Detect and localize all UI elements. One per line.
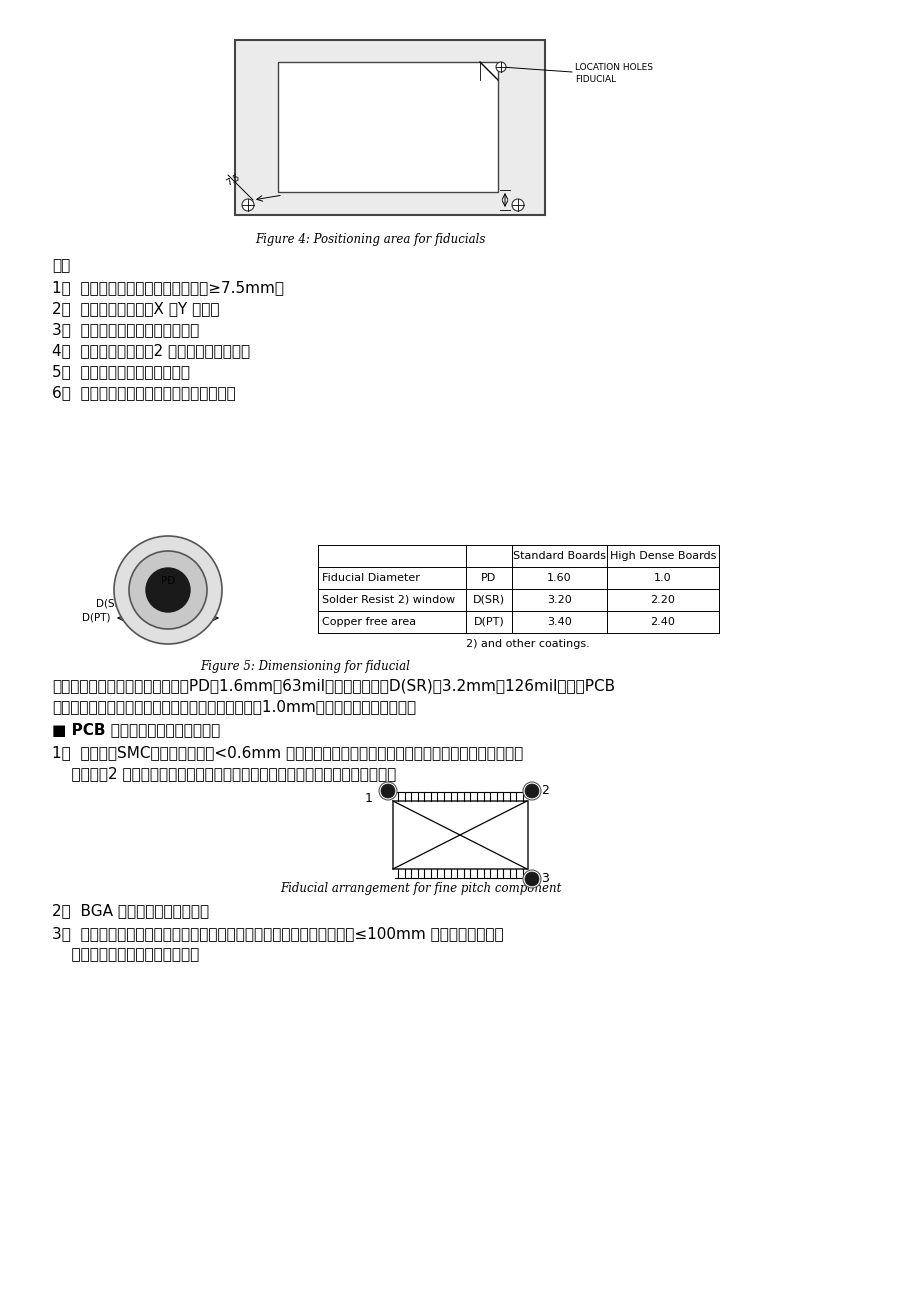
Text: 1.0: 1.0 — [653, 573, 671, 583]
Text: Standard Boards: Standard Boards — [513, 551, 606, 561]
Circle shape — [522, 783, 540, 799]
Bar — [392, 801, 528, 868]
Text: 1）  当元件（SMC）的引脚中心距<0.6mm 时，必须增加参考点，放在元件的拐角处，见下图。参考点: 1） 当元件（SMC）的引脚中心距<0.6mm 时，必须增加参考点，放在元件的拐… — [52, 745, 523, 760]
Text: High Dense Boards: High Dense Boards — [609, 551, 715, 561]
Text: Fiducial Diameter: Fiducial Diameter — [322, 573, 419, 583]
Text: 2: 2 — [540, 785, 549, 798]
Text: LOCATION HOLES: LOCATION HOLES — [574, 62, 652, 72]
Text: 7.5: 7.5 — [224, 172, 241, 187]
Circle shape — [146, 568, 190, 612]
Text: D(SR): D(SR) — [96, 599, 126, 609]
Text: 放置两个公用的参考点，如下图: 放置两个公用的参考点，如下图 — [52, 947, 199, 962]
Circle shape — [522, 870, 540, 888]
Text: PD: PD — [161, 575, 175, 586]
Circle shape — [495, 62, 505, 72]
Text: 3）  光学定位点必须要加上阻焺。: 3） 光学定位点必须要加上阻焺。 — [52, 322, 199, 337]
Text: 1: 1 — [365, 793, 372, 806]
Text: PD: PD — [481, 573, 496, 583]
Text: 3.20: 3.20 — [547, 595, 572, 605]
Text: 3）  在密度很高的板上，并且没有空间放置元件的参考点，那么在长和宽≤100mm 的区域中，可以只: 3） 在密度很高的板上，并且没有空间放置元件的参考点，那么在长和宽≤100mm … — [52, 926, 503, 941]
Text: D(SR): D(SR) — [472, 595, 505, 605]
Text: 的密度和精度要求非常高时，光学定位点焊盘可以为1.0mm，并且焊盘要加上阻焺。: 的密度和精度要求非常高时，光学定位点焊盘可以为1.0mm，并且焊盘要加上阻焺。 — [52, 699, 415, 713]
Text: Copper free area: Copper free area — [322, 617, 415, 628]
Text: Fiducial arrangement for fine pitch component: Fiducial arrangement for fine pitch comp… — [279, 881, 561, 894]
Text: 2.40: 2.40 — [650, 617, 675, 628]
Text: 推荐：通常光学定位点焊盘直径（PD）1.6mm（63mil），阻焺直径（D(SR)）3.2mm（126mil）；当PCB: 推荐：通常光学定位点焊盘直径（PD）1.6mm（63mil），阻焺直径（D(SR… — [52, 678, 615, 693]
Text: 可以只放2 个，参考点应放在对角位置上，在放置完元件后，参考点必须可见。: 可以只放2 个，参考点应放在对角位置上，在放置完元件后，参考点必须可见。 — [52, 766, 396, 781]
Text: 2）  它们必须有相同的X 或Y 坐标。: 2） 它们必须有相同的X 或Y 坐标。 — [52, 301, 220, 316]
Bar — [234, 40, 544, 215]
Text: 1.60: 1.60 — [547, 573, 572, 583]
Text: 2) and other coatings.: 2) and other coatings. — [466, 639, 589, 648]
Circle shape — [512, 199, 524, 211]
Circle shape — [242, 199, 254, 211]
Text: 3: 3 — [540, 872, 549, 885]
Text: D(PT): D(PT) — [83, 613, 111, 622]
Text: 6）  它们是在顶层和底层放置的表面焊盘。: 6） 它们是在顶层和底层放置的表面焊盘。 — [52, 385, 235, 400]
Text: 注：: 注： — [52, 258, 70, 273]
Circle shape — [114, 536, 221, 644]
Circle shape — [380, 784, 394, 798]
Circle shape — [525, 784, 539, 798]
Text: Solder Resist 2) window: Solder Resist 2) window — [322, 595, 455, 605]
Circle shape — [379, 783, 397, 799]
Text: FIDUCIAL: FIDUCIAL — [574, 76, 616, 85]
Text: D(PT): D(PT) — [473, 617, 504, 628]
Text: 5）  光学定位点的尺寸见下图。: 5） 光学定位点的尺寸见下图。 — [52, 365, 190, 379]
Text: 2）  BGA 必须增加参考点同上图: 2） BGA 必须增加参考点同上图 — [52, 904, 209, 918]
Text: 4）  光学定位点至少有2 个，并成对角放置。: 4） 光学定位点至少有2 个，并成对角放置。 — [52, 342, 250, 358]
Text: 3.40: 3.40 — [547, 617, 572, 628]
Bar — [278, 62, 497, 191]
Circle shape — [525, 872, 539, 885]
Text: ■ PCB 板上表面贴装元件的参考点: ■ PCB 板上表面贴装元件的参考点 — [52, 723, 220, 737]
Circle shape — [129, 551, 207, 629]
Text: 1）  距离板边缘和机械定位孔的距离≥7.5mm。: 1） 距离板边缘和机械定位孔的距离≥7.5mm。 — [52, 280, 284, 296]
Text: 2.20: 2.20 — [650, 595, 675, 605]
Text: Figure 5: Dimensioning for fiducial: Figure 5: Dimensioning for fiducial — [199, 660, 410, 673]
Text: Figure 4: Positioning area for fiducials: Figure 4: Positioning area for fiducials — [255, 233, 485, 246]
